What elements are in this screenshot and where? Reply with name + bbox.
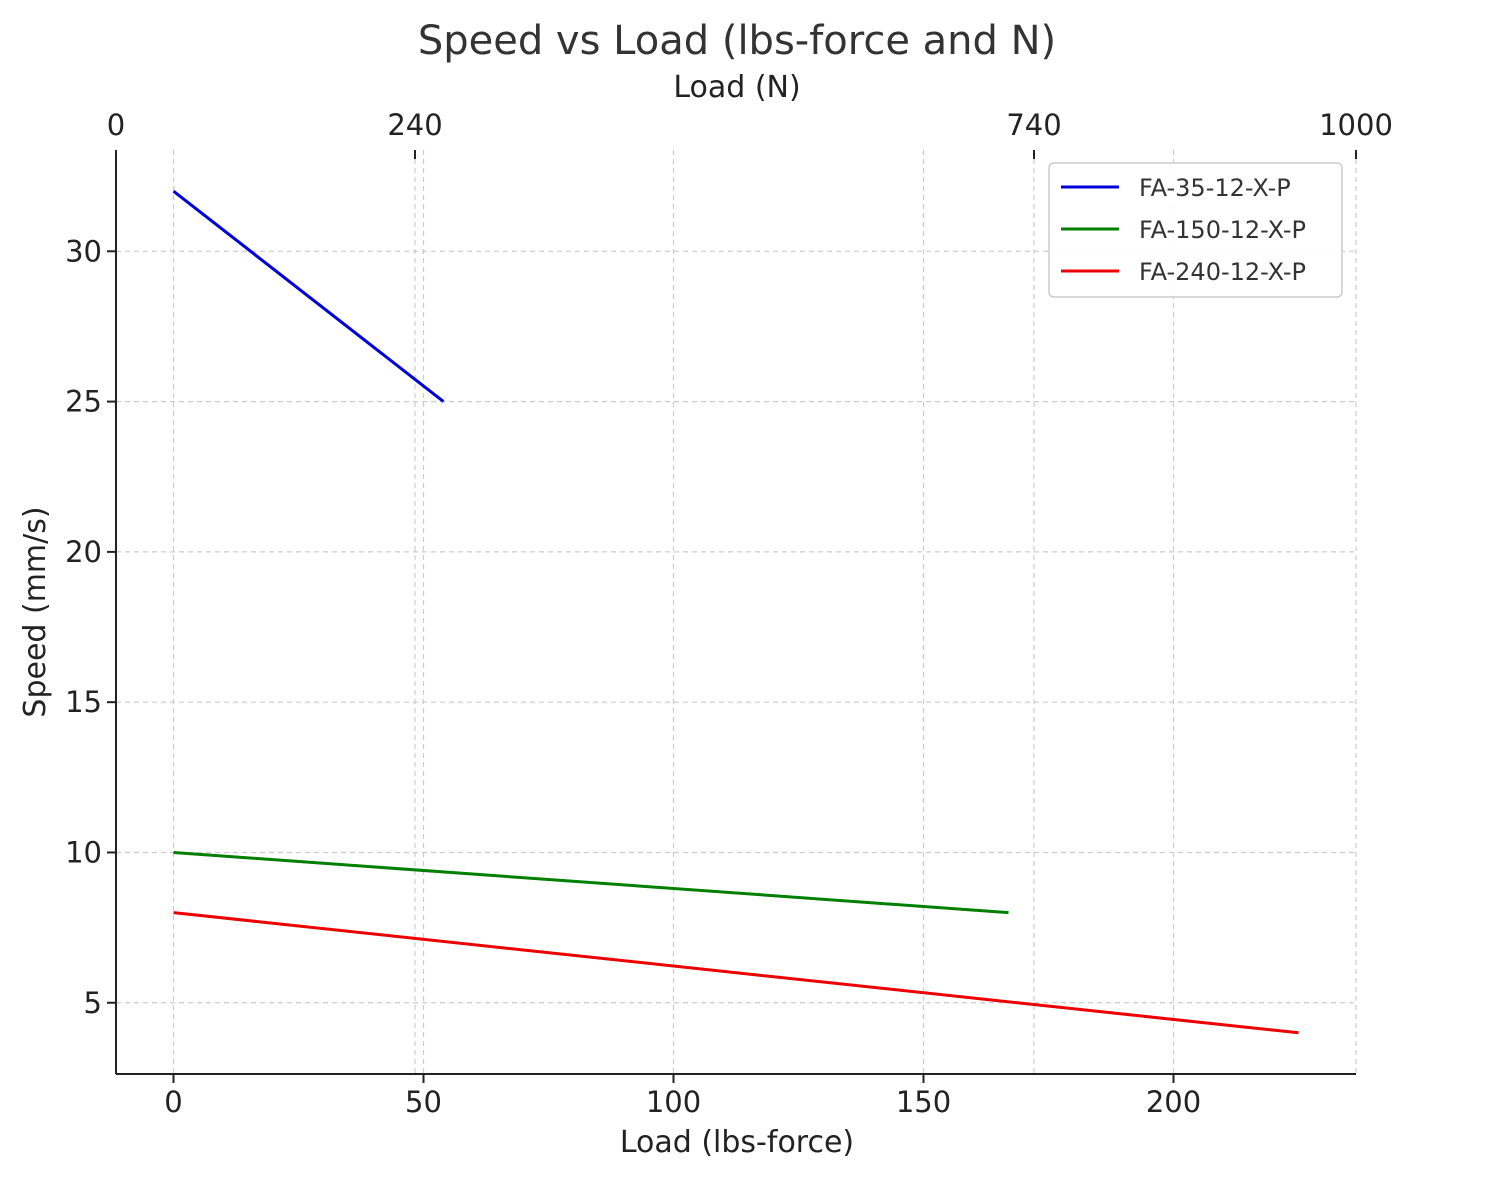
x2-tick-label: 0 <box>107 108 125 142</box>
series-line-FA-35-12-X-P <box>172 190 445 403</box>
y-tick-label: 15 <box>65 685 102 719</box>
y-tick-label: 30 <box>65 234 102 268</box>
x-tick-label: 50 <box>405 1085 442 1119</box>
legend-label-2: FA-240-12-X-P <box>1139 258 1306 286</box>
x-tick-label: 0 <box>164 1085 182 1119</box>
x2-tick-label: 740 <box>1006 108 1061 142</box>
x2-tick-label: 1000 <box>1319 108 1393 142</box>
x-tick-label: 100 <box>646 1085 701 1119</box>
series-line-FA-150-12-X-P <box>173 851 1009 915</box>
y-tick-label: 10 <box>65 835 102 869</box>
legend-label-0: FA-35-12-X-P <box>1139 174 1291 202</box>
y-tick-label: 20 <box>65 535 102 569</box>
y-axis-label: Speed (mm/s) <box>18 506 53 717</box>
top-x-axis-label: Load (N) <box>673 70 800 105</box>
series-line-FA-240-12-X-P <box>173 911 1299 1035</box>
legend-label-1: FA-150-12-X-P <box>1139 216 1306 244</box>
x-tick-label: 200 <box>1146 1085 1201 1119</box>
y-tick-label: 5 <box>84 986 102 1020</box>
series-lines <box>172 190 1299 1035</box>
x2-tick-label: 240 <box>387 108 442 142</box>
legend-box <box>1048 162 1343 298</box>
axis-ticks: 0 50 100 150 200 5 10 15 20 25 30 0 240 740 1000 <box>65 108 1393 1119</box>
x-tick-label: 150 <box>896 1085 951 1119</box>
chart-title: Speed vs Load (lbs-force and N) <box>418 18 1056 64</box>
y-tick-label: 25 <box>65 385 102 419</box>
x-axis-label: Load (lbs-force) <box>620 1125 854 1160</box>
legend: FA-35-12-X-P FA-150-12-X-P FA-240-12-X-P <box>1048 162 1343 298</box>
